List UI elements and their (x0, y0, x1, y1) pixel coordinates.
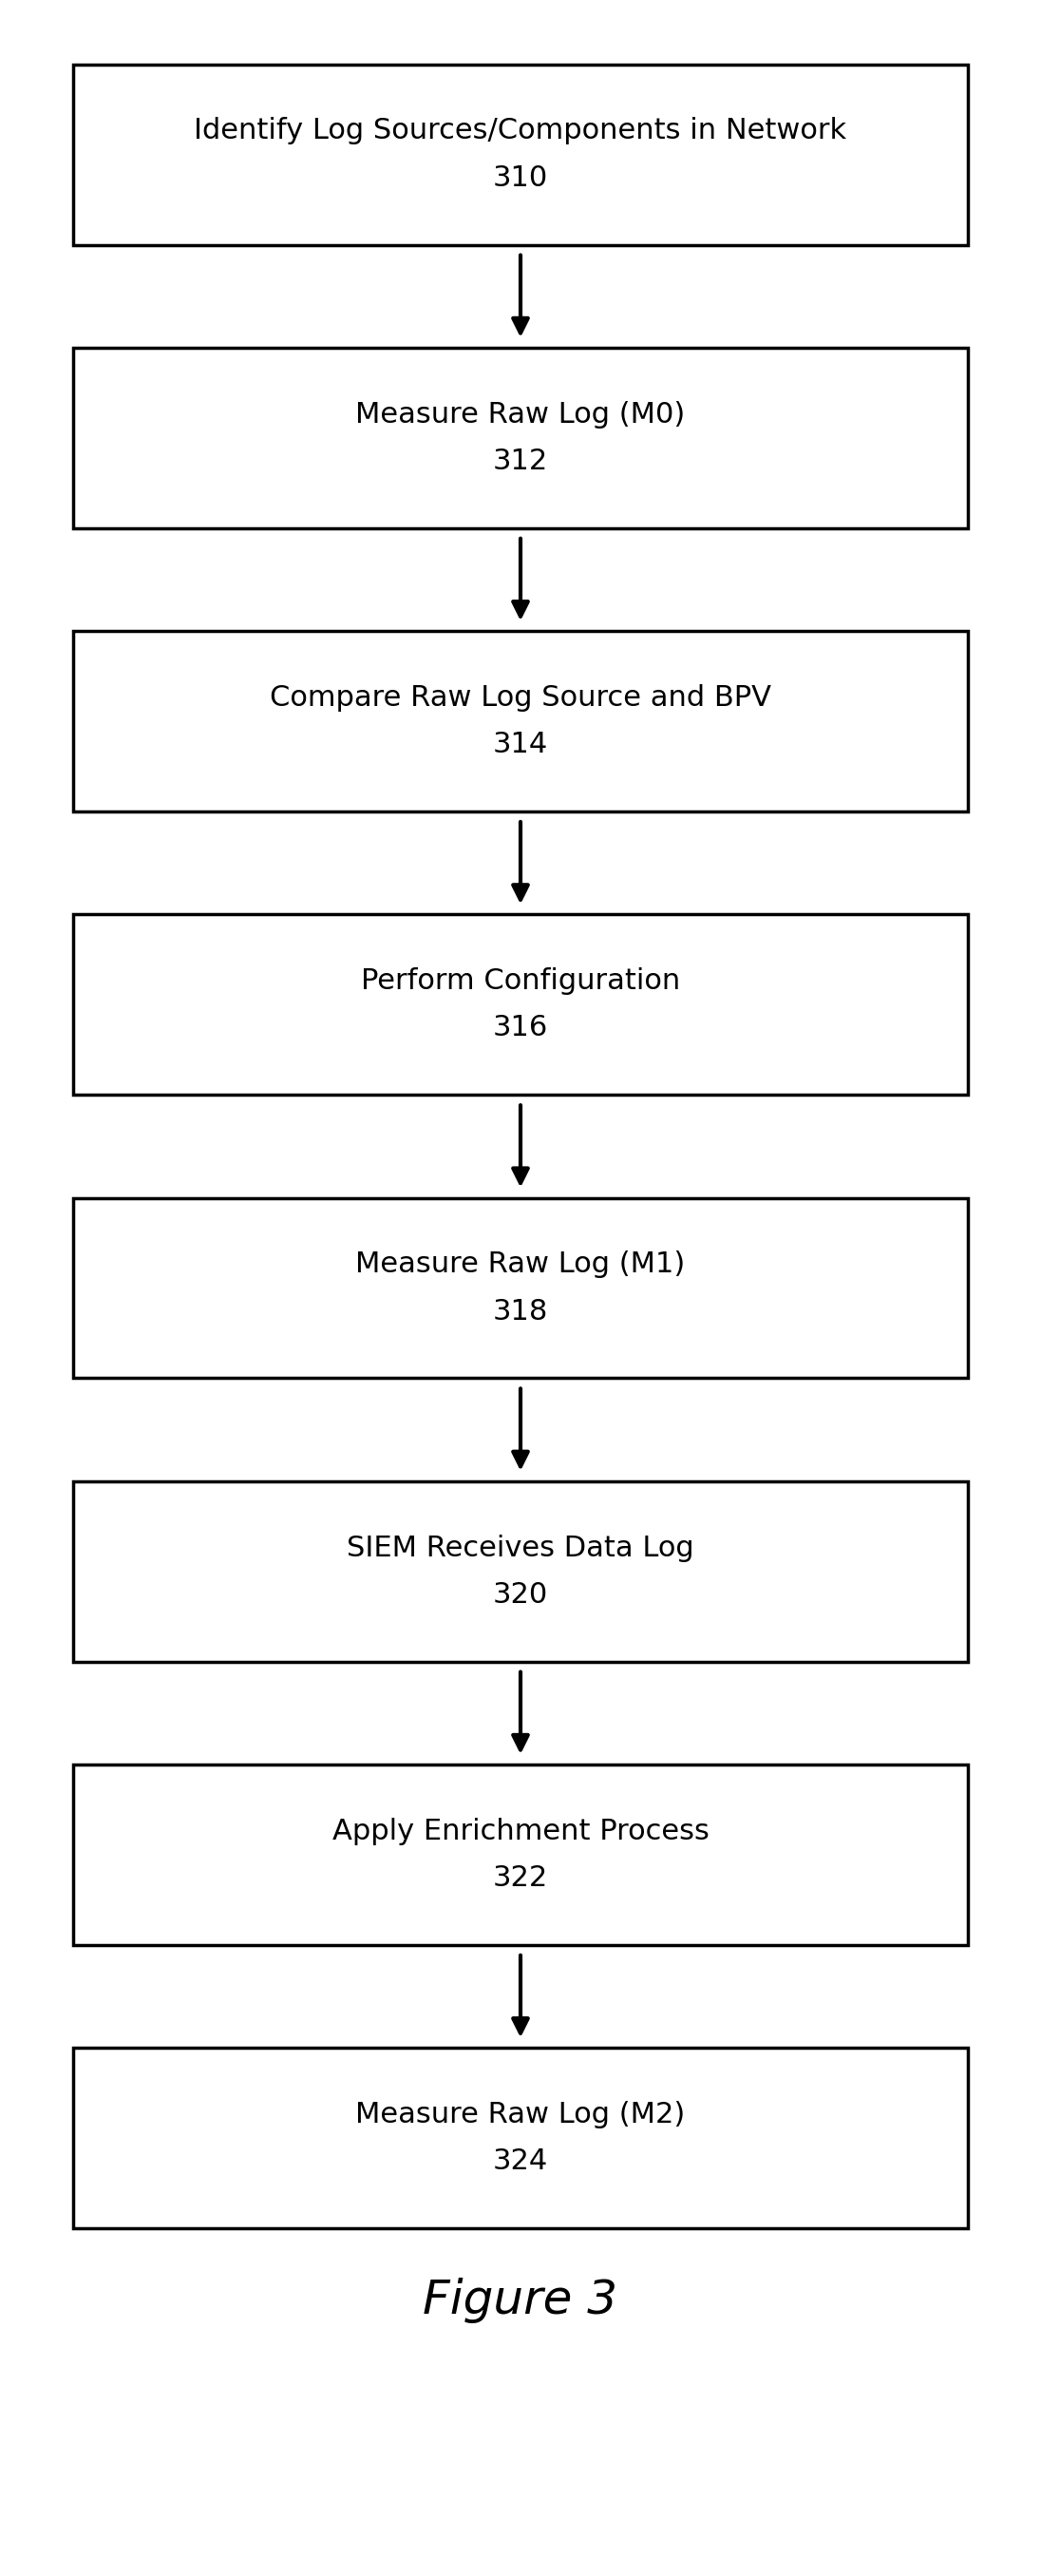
Text: 318: 318 (492, 1298, 549, 1324)
Text: 310: 310 (492, 165, 549, 191)
FancyBboxPatch shape (73, 1198, 968, 1378)
FancyBboxPatch shape (73, 64, 968, 245)
FancyBboxPatch shape (73, 631, 968, 811)
Text: Measure Raw Log (M2): Measure Raw Log (M2) (356, 2102, 685, 2128)
Text: Perform Configuration: Perform Configuration (361, 969, 680, 994)
Text: Apply Enrichment Process: Apply Enrichment Process (332, 1819, 709, 1844)
Text: SIEM Receives Data Log: SIEM Receives Data Log (347, 1535, 694, 1561)
Text: Measure Raw Log (M1): Measure Raw Log (M1) (356, 1252, 685, 1278)
Text: 316: 316 (492, 1015, 549, 1041)
Text: 322: 322 (492, 1865, 549, 1891)
Text: Measure Raw Log (M0): Measure Raw Log (M0) (356, 402, 685, 428)
FancyBboxPatch shape (73, 1765, 968, 1945)
Text: 314: 314 (492, 732, 549, 757)
Text: Compare Raw Log Source and BPV: Compare Raw Log Source and BPV (270, 685, 771, 711)
Text: Figure 3: Figure 3 (423, 2277, 618, 2324)
Text: 320: 320 (492, 1582, 549, 1607)
Text: 312: 312 (492, 448, 549, 474)
FancyBboxPatch shape (73, 914, 968, 1095)
FancyBboxPatch shape (73, 1481, 968, 1662)
FancyBboxPatch shape (73, 2048, 968, 2228)
Text: 324: 324 (492, 2148, 549, 2174)
Text: Identify Log Sources/Components in Network: Identify Log Sources/Components in Netwo… (195, 118, 846, 144)
FancyBboxPatch shape (73, 348, 968, 528)
